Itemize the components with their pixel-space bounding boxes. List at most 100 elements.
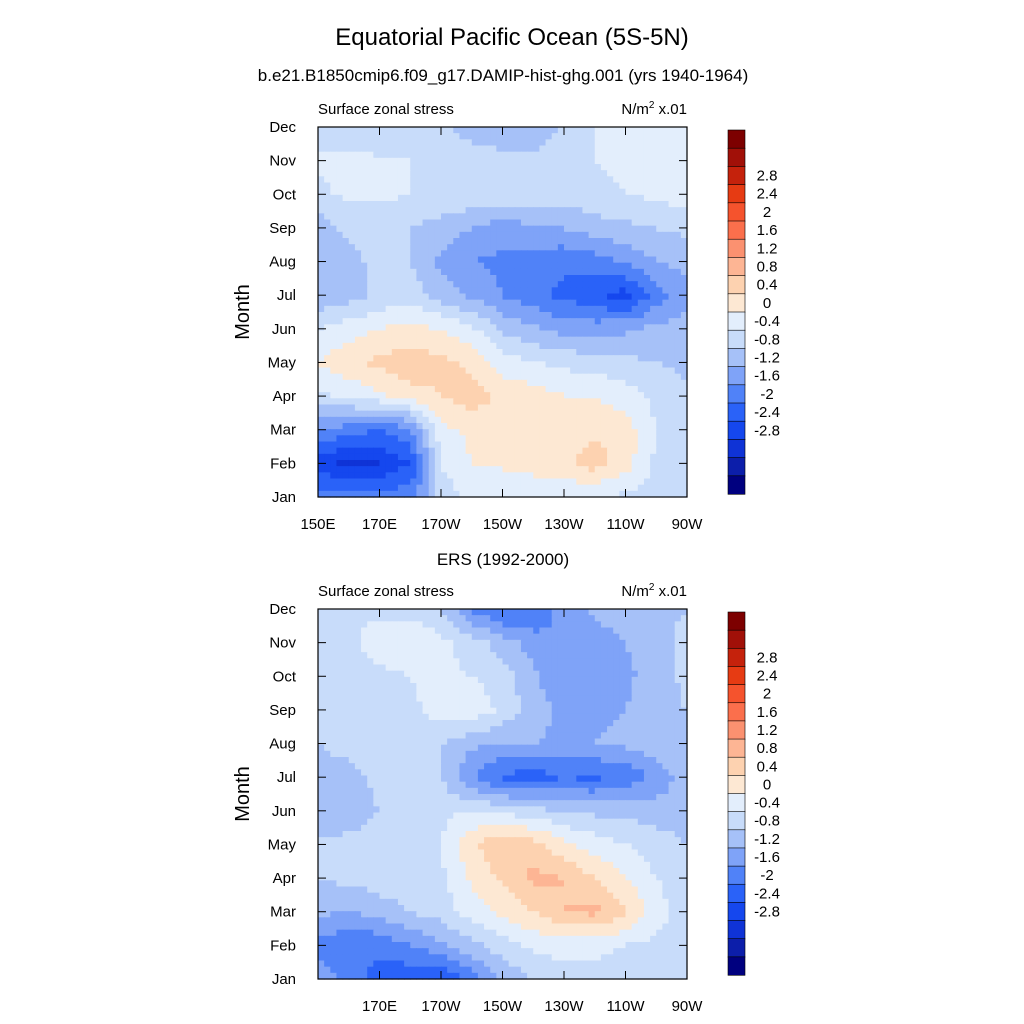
contour-cell [404,379,411,387]
contour-cell [434,330,442,338]
contour-cell [680,231,688,239]
contour-cell [662,713,670,721]
contour-cell [330,164,338,171]
contour-cell [570,676,577,684]
contour-cell [471,379,479,387]
contour-cell [551,435,559,443]
contour-cell [557,453,565,461]
contour-cell [564,447,571,455]
contour-cell [619,466,627,473]
contour-cell [576,683,584,690]
contour-cell [668,127,676,134]
contour-cell [588,361,596,369]
y-tick-label: Apr [273,388,296,405]
contour-cell [422,609,430,616]
contour-cell [668,182,676,190]
contour-cell [330,336,338,344]
contour-cell [533,720,540,727]
contour-cell [625,627,633,635]
contour-cell [508,133,516,140]
contour-cell [508,299,516,307]
contour-cell [588,441,596,449]
contour-cell [637,664,645,672]
contour-cell [391,664,399,672]
contour-cell [613,609,620,616]
contour-cell [613,213,620,221]
contour-cell [656,466,663,473]
contour-cell [397,305,405,313]
contour-cell [330,379,338,387]
contour-cell [656,639,663,647]
contour-cell [557,287,565,295]
contour-cell [545,490,553,498]
contour-cell [391,416,399,424]
contour-cell [564,460,571,467]
contour-cell [625,646,633,653]
contour-cell [557,609,565,616]
contour-cell [428,342,436,350]
contour-cell [447,707,454,715]
contour-cell [453,726,461,733]
contour-cell [354,379,362,387]
contour-cell [680,732,688,740]
contour-cell [625,732,633,740]
contour-cell [514,281,522,288]
contour-cell [631,398,639,406]
contour-cell [588,305,596,313]
contour-cell [680,367,688,375]
contour-cell [330,738,338,746]
contour-cell [680,652,688,659]
contour-cell [631,361,639,369]
contour-cell [637,145,645,153]
contour-cell [582,453,590,461]
contour-cell [336,621,344,629]
contour-cell [477,188,485,196]
contour-cell [410,720,417,727]
contour-cell [637,466,645,473]
contour-cell [422,250,430,258]
contour-cell [477,609,485,616]
contour-cell [422,664,430,672]
contour-cell [643,615,651,622]
contour-cell [330,342,338,350]
contour-cell [514,695,522,703]
contour-cell [650,658,657,666]
contour-cell [373,732,381,740]
contour-cell [588,145,596,153]
contour-cell [477,231,485,239]
contour-cell [668,404,676,412]
contour-cell [397,658,405,666]
contour-cell [490,460,497,467]
contour-cell [348,490,356,498]
contour-cell [564,225,571,233]
contour-cell [551,676,559,684]
contour-cell [318,127,325,134]
contour-cell [514,244,522,251]
contour-cell [385,176,393,184]
contour-cell [668,478,676,486]
contour-cell [391,256,399,264]
contour-cell [643,441,651,449]
contour-cell [447,324,454,332]
contour-cell [539,670,547,678]
contour-cell [404,373,411,381]
colorbar-box [727,439,746,459]
contour-cell [588,151,596,159]
contour-cell [527,404,534,412]
contour-cell [656,701,663,709]
contour-cell [447,695,454,703]
contour-cell [330,639,338,647]
contour-cell [361,720,368,727]
contour-cell [576,490,584,498]
contour-cell [441,447,448,455]
contour-cell [404,324,411,332]
contour-cell [471,713,479,721]
contour-cell [465,336,473,344]
contour-cell [465,423,473,430]
contour-cell [379,460,387,467]
contour-cell [508,139,516,147]
contour-cell [576,484,584,492]
contour-cell [428,170,436,177]
contour-cell [373,609,381,616]
contour-cell [570,318,577,325]
